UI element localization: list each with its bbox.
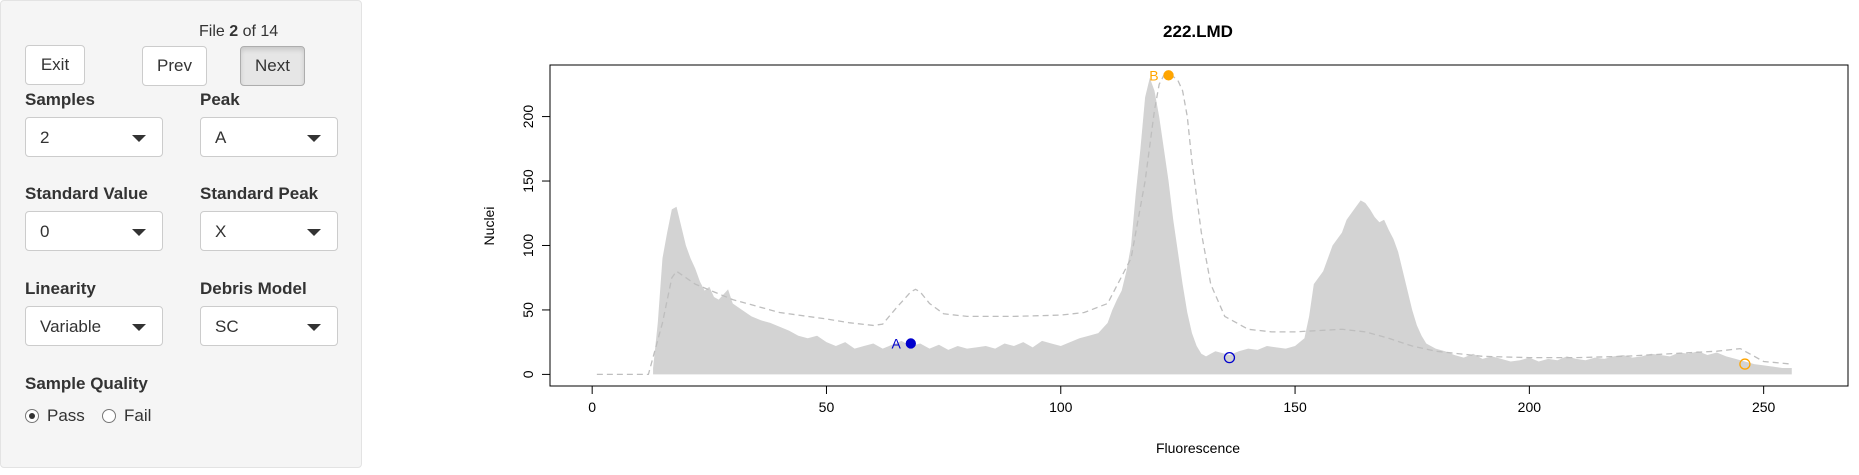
y-tick-label: 100 (520, 234, 536, 258)
peak-label: A (891, 335, 901, 351)
y-tick-label: 150 (520, 169, 536, 193)
peak-marker (1739, 358, 1751, 370)
prev-button[interactable]: Prev (142, 46, 207, 86)
chevron-down-icon (307, 324, 321, 331)
y-axis-label: Nuclei (481, 207, 497, 246)
file-counter-current: 2 (229, 23, 239, 40)
chevron-down-icon (132, 324, 146, 331)
standard-value-value: 0 (40, 222, 50, 241)
x-tick-label: 50 (819, 399, 835, 415)
x-tick-label: 100 (1049, 399, 1073, 415)
y-tick-label: 0 (520, 370, 536, 378)
chevron-down-icon (307, 135, 321, 142)
samples-label: Samples (25, 90, 95, 109)
chevron-down-icon (132, 135, 146, 142)
standard-peak-select[interactable]: X (200, 211, 338, 251)
y-tick-label: 200 (520, 105, 536, 129)
standard-peak-label: Standard Peak (200, 184, 319, 203)
histogram-area (653, 77, 1792, 375)
chart-title: 222.LMD (1163, 22, 1233, 41)
radio-pass[interactable]: Pass (25, 406, 85, 426)
chevron-down-icon (132, 229, 146, 236)
peak-label: B (1149, 67, 1158, 83)
peak-marker (905, 338, 916, 349)
linearity-select[interactable]: Variable (25, 306, 163, 346)
plot-area: AB (596, 67, 1792, 376)
radio-fail[interactable]: Fail (102, 406, 151, 426)
exit-button[interactable]: Exit (25, 45, 85, 85)
x-axis-label: Fluorescence (1156, 440, 1240, 456)
chevron-down-icon (307, 229, 321, 236)
next-button[interactable]: Next (240, 46, 305, 86)
sample-quality-label: Sample Quality (25, 374, 148, 393)
x-tick-label: 250 (1752, 399, 1776, 415)
radio-pass-label: Pass (47, 406, 85, 425)
file-counter: File 2 of 14 (199, 23, 278, 41)
peak-value: A (215, 128, 227, 147)
samples-value: 2 (40, 128, 50, 147)
file-counter-prefix: File (199, 23, 225, 40)
y-axis: 0 50 100 150 200 (520, 105, 551, 378)
standard-value-label: Standard Value (25, 184, 148, 203)
debris-model-select[interactable]: SC (200, 306, 338, 346)
x-tick-label: 200 (1518, 399, 1542, 415)
standard-peak-value: X (215, 222, 227, 241)
standard-value-select[interactable]: 0 (25, 211, 163, 251)
debris-model-label: Debris Model (200, 279, 307, 298)
sidebar-panel: File 2 of 14 Exit Prev Next Samples 2 Pe… (0, 0, 362, 468)
x-tick-label: 0 (588, 399, 596, 415)
peak-label: Peak (200, 90, 240, 109)
linearity-value: Variable (40, 317, 102, 336)
peak-select[interactable]: A (200, 117, 338, 157)
radio-fail-label: Fail (124, 406, 152, 425)
y-tick-label: 50 (520, 302, 536, 318)
linearity-label: Linearity (25, 279, 96, 298)
file-counter-total: 14 (260, 23, 279, 40)
peak-marker (1163, 70, 1174, 81)
radio-fail-circle[interactable] (102, 409, 116, 423)
x-tick-label: 150 (1283, 399, 1307, 415)
radio-pass-circle[interactable] (25, 409, 39, 423)
debris-model-value: SC (215, 317, 239, 336)
samples-select[interactable]: 2 (25, 117, 163, 157)
radio-checked-dot (29, 413, 35, 419)
file-counter-of: of (242, 23, 256, 40)
x-axis: 0 50 100 150 200 250 (588, 385, 1776, 415)
peak-marker (1223, 351, 1236, 364)
